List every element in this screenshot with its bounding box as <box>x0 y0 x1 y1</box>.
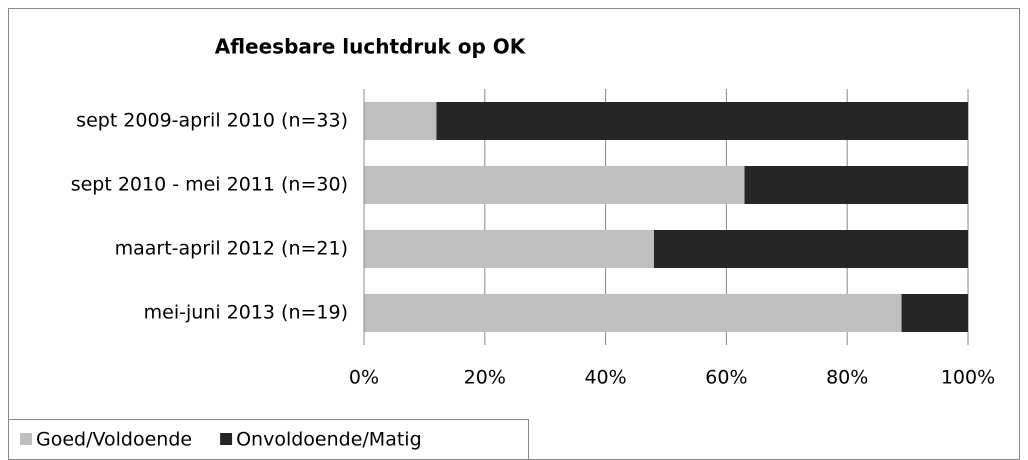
bar-segment <box>744 166 968 204</box>
bar-segment <box>653 230 968 268</box>
bar-segment <box>901 294 968 332</box>
y-tick-label: sept 2009-april 2010 (n=33) <box>76 110 348 132</box>
y-tick-label: maart-april 2012 (n=21) <box>115 238 348 260</box>
bar-segment <box>364 102 437 140</box>
y-tick-label: sept 2010 - mei 2011 (n=30) <box>71 174 348 196</box>
legend-swatch <box>20 433 32 445</box>
x-tick-label: 40% <box>584 367 626 389</box>
bar-segment <box>364 230 654 268</box>
legend-label: Goed/Voldoende <box>36 429 192 451</box>
y-tick-label: mei-juni 2013 (n=19) <box>144 302 348 324</box>
x-tick-label: 20% <box>464 367 506 389</box>
bar-segment <box>364 294 902 332</box>
bar-segment <box>436 102 969 140</box>
x-tick-label: 100% <box>941 367 995 389</box>
x-tick-label: 0% <box>349 367 379 389</box>
legend-swatch <box>220 433 233 445</box>
chart-title: Afleesbare luchtdruk op OK <box>215 35 527 59</box>
x-tick-label: 60% <box>705 367 747 389</box>
legend-label: Onvoldoende/Matig <box>236 429 422 451</box>
bar-segment <box>364 166 745 204</box>
legend-box <box>8 419 529 460</box>
x-tick-label: 80% <box>826 367 868 389</box>
